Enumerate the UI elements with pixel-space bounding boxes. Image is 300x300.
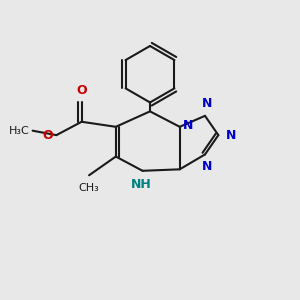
- Text: N: N: [202, 98, 213, 110]
- Text: O: O: [76, 83, 87, 97]
- Text: CH₃: CH₃: [79, 183, 99, 193]
- Text: N: N: [183, 119, 194, 132]
- Text: N: N: [202, 160, 213, 173]
- Text: NH: NH: [131, 178, 152, 191]
- Text: H₃C: H₃C: [9, 126, 30, 136]
- Text: O: O: [43, 129, 53, 142]
- Text: N: N: [226, 129, 236, 142]
